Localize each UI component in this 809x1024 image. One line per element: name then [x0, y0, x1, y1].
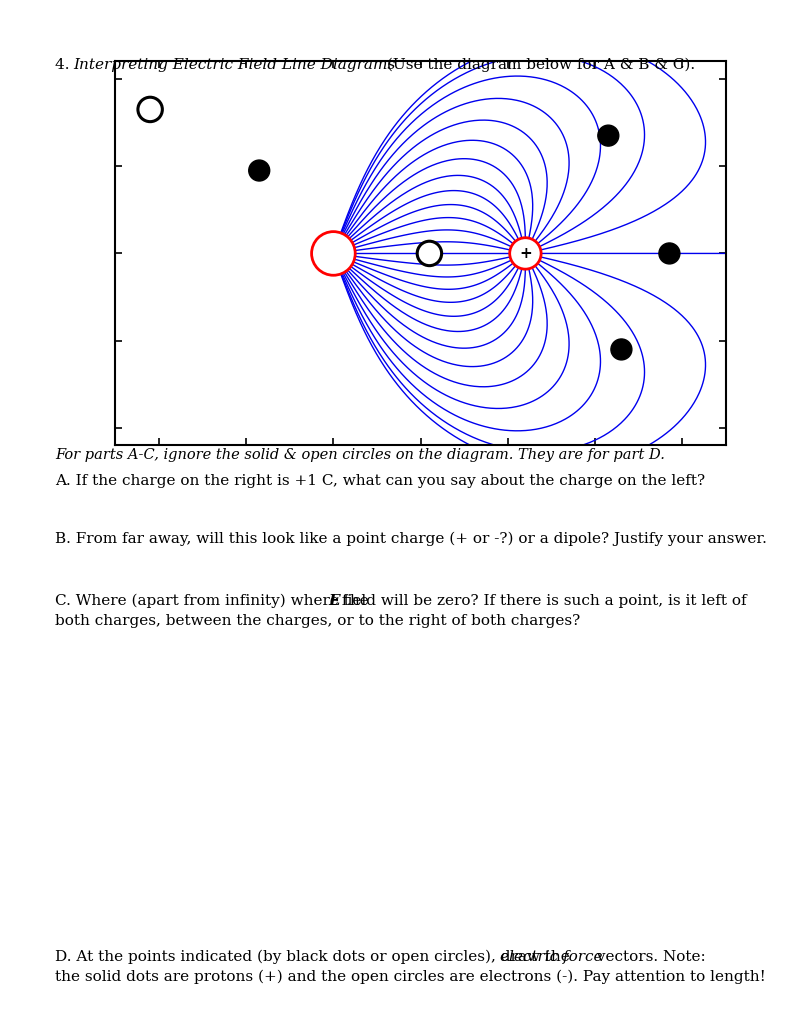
Circle shape: [510, 238, 541, 269]
Text: both charges, between the charges, or to the right of both charges?: both charges, between the charges, or to…: [55, 614, 580, 628]
Text: E: E: [328, 594, 340, 608]
Text: the solid dots are protons (+) and the open circles are electrons (-). Pay atten: the solid dots are protons (+) and the o…: [55, 970, 766, 984]
Text: electric force: electric force: [500, 950, 603, 964]
Text: +: +: [519, 246, 532, 261]
Text: B. From far away, will this look like a point charge (+ or -?) or a dipole? Just: B. From far away, will this look like a …: [55, 532, 767, 547]
Circle shape: [611, 339, 632, 359]
Text: For parts A-C, ignore the solid & open circles on the diagram. They are for part: For parts A-C, ignore the solid & open c…: [55, 449, 665, 462]
Text: field will be zero? If there is such a point, is it left of: field will be zero? If there is such a p…: [337, 594, 747, 608]
Circle shape: [311, 231, 355, 275]
Text: D. At the points indicated (by black dots or open circles), draw the: D. At the points indicated (by black dot…: [55, 950, 574, 965]
Circle shape: [138, 97, 163, 122]
Circle shape: [248, 160, 269, 181]
Circle shape: [659, 243, 680, 264]
Text: vectors. Note:: vectors. Note:: [592, 950, 705, 964]
Text: C. Where (apart from infinity) where the: C. Where (apart from infinity) where the: [55, 594, 374, 608]
Text: 4.: 4.: [55, 58, 74, 72]
Circle shape: [417, 242, 442, 265]
Circle shape: [598, 125, 619, 146]
Text: Interpreting Electric Field Line Diagrams: Interpreting Electric Field Line Diagram…: [73, 58, 396, 72]
Text: A. If the charge on the right is +1 C, what can you say about the charge on the : A. If the charge on the right is +1 C, w…: [55, 474, 705, 488]
Text: (Use the diagram below for A & B & C).: (Use the diagram below for A & B & C).: [382, 58, 695, 73]
